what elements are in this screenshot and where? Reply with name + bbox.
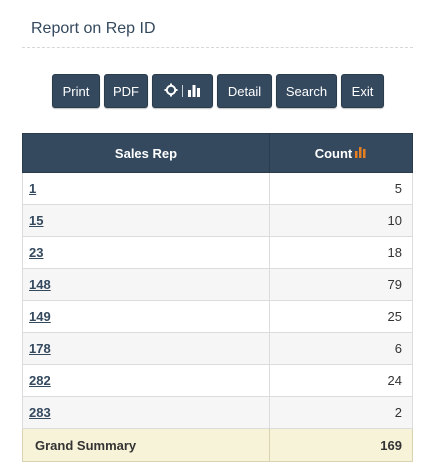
exit-button[interactable]: Exit bbox=[341, 74, 384, 108]
sales-rep-link[interactable]: 282 bbox=[29, 373, 51, 388]
count-cell: 79 bbox=[269, 268, 413, 301]
toolbar: Print PDF bbox=[52, 74, 384, 108]
count-cell: 5 bbox=[269, 172, 413, 205]
count-cell: 25 bbox=[269, 300, 413, 333]
bar-chart-icon bbox=[187, 83, 201, 100]
sales-rep-column-header[interactable]: Sales Rep bbox=[22, 133, 270, 173]
sales-rep-link[interactable]: 1 bbox=[29, 181, 37, 196]
detail-button[interactable]: Detail bbox=[217, 74, 272, 108]
report-header: Report on Rep ID bbox=[22, 14, 413, 48]
separator bbox=[182, 85, 183, 97]
table-row: 178 6 bbox=[22, 332, 413, 365]
table-row: 148 79 bbox=[22, 268, 413, 301]
print-button[interactable]: Print bbox=[52, 74, 100, 108]
report-table: Sales Rep Count 1 5 1 bbox=[22, 133, 413, 462]
sales-rep-cell: 282 bbox=[22, 364, 270, 397]
sales-rep-link[interactable]: 148 bbox=[29, 277, 51, 292]
count-cell: 10 bbox=[269, 204, 413, 237]
sales-rep-cell: 23 bbox=[22, 236, 270, 269]
gear-icon bbox=[164, 83, 178, 100]
count-column-header[interactable]: Count bbox=[269, 133, 413, 173]
sales-rep-link[interactable]: 15 bbox=[29, 213, 44, 228]
table-row: 282 24 bbox=[22, 364, 413, 397]
sales-rep-link[interactable]: 23 bbox=[29, 245, 44, 260]
sales-rep-cell: 149 bbox=[22, 300, 270, 333]
sales-rep-link[interactable]: 178 bbox=[29, 341, 51, 356]
sales-rep-cell: 148 bbox=[22, 268, 270, 301]
table-row: 23 18 bbox=[22, 236, 413, 269]
grand-summary-count: 169 bbox=[269, 428, 413, 462]
page-title: Report on Rep ID bbox=[31, 20, 156, 37]
count-cell: 6 bbox=[269, 332, 413, 365]
grand-summary-label: Grand Summary bbox=[22, 428, 270, 462]
count-cell: 18 bbox=[269, 236, 413, 269]
table-header-row: Sales Rep Count bbox=[22, 133, 413, 173]
sales-rep-link[interactable]: 149 bbox=[29, 309, 51, 324]
sales-rep-cell: 178 bbox=[22, 332, 270, 365]
count-cell: 24 bbox=[269, 364, 413, 397]
pdf-button[interactable]: PDF bbox=[104, 74, 148, 108]
chart-settings-button[interactable] bbox=[152, 74, 213, 108]
bar-chart-icon bbox=[354, 145, 367, 161]
sales-rep-link[interactable]: 283 bbox=[29, 405, 51, 420]
count-column-label: Count bbox=[314, 145, 353, 161]
sales-rep-cell: 15 bbox=[22, 204, 270, 237]
table-row: 15 10 bbox=[22, 204, 413, 237]
grand-summary-row: Grand Summary 169 bbox=[22, 428, 413, 462]
search-button[interactable]: Search bbox=[276, 74, 337, 108]
table-row: 283 2 bbox=[22, 396, 413, 429]
count-cell: 2 bbox=[269, 396, 413, 429]
sales-rep-cell: 1 bbox=[22, 172, 270, 205]
table-row: 1 5 bbox=[22, 172, 413, 205]
table-row: 149 25 bbox=[22, 300, 413, 333]
sales-rep-cell: 283 bbox=[22, 396, 270, 429]
